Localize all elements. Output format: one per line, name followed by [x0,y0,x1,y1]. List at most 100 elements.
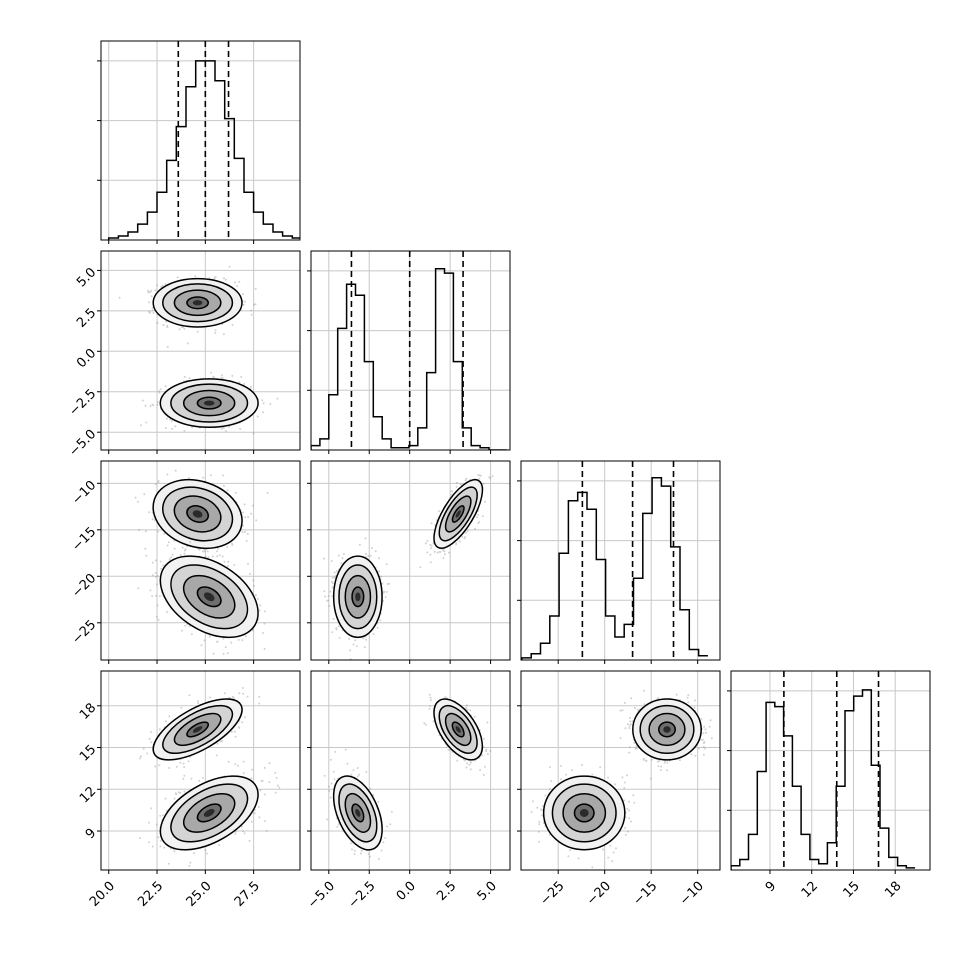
density-level [203,400,215,406]
scatter-panel-3-0 [138,687,281,867]
scatter-panel-1-0 [118,265,279,435]
contour-line [186,721,210,738]
y-tick-label: −5.0 [66,427,99,460]
y-tick-label: 9 [83,826,99,842]
grid-layer [101,41,930,870]
panel-frame [310,250,511,451]
contour-line [344,792,372,833]
scatter-panel-2-0 [134,469,269,660]
contour-line [170,564,249,630]
y-tick-label: 2.5 [74,306,99,331]
contour-line [162,486,234,542]
contour-line [159,378,259,429]
x-tick-label: −2.5 [346,879,379,912]
contour-line [573,803,595,823]
density-level [192,300,203,306]
contour-line [433,478,484,549]
y-tick-label: −2.5 [66,386,99,419]
panel-frame [310,670,511,871]
contour-line [338,783,378,843]
panel-frame [730,670,931,871]
contour-line [152,277,243,328]
x-tick-label: 18 [882,879,904,901]
contour-line [182,574,236,619]
density-level [579,808,589,817]
contour-line [196,586,222,608]
contour-line [173,289,222,317]
histogram-0 [107,60,300,240]
x-tick-label: 25.0 [184,879,215,910]
contour-line [162,704,234,755]
scatter-panel-3-1 [323,693,492,860]
contour-line [344,574,372,619]
y-tick-label: 0.0 [74,346,99,371]
contour-line [562,792,607,833]
contour-line [173,495,222,533]
panel-frame [520,670,721,871]
density-level [663,726,671,733]
x-tick-label: −15 [630,879,660,909]
histogram-1 [311,267,507,450]
contour-line [338,564,378,630]
contour-line [444,712,472,747]
data-layer [107,41,916,870]
x-tick-label: 12 [799,879,821,901]
contour-line [152,479,243,549]
x-tick-label: 9 [763,879,779,895]
y-tick-label: 18 [77,700,99,722]
density-level [192,726,203,733]
x-tick-label: 22.5 [135,879,166,910]
contour-line [186,505,209,523]
contour-line [658,721,676,738]
x-tick-label: −25 [537,879,567,909]
contour-line [639,704,695,754]
contour-line [332,555,383,639]
contour-line [162,283,234,323]
contour-line [438,486,478,542]
contour-line [451,721,465,738]
contour-line [183,792,236,833]
panel-frame [100,670,301,871]
contour-line [196,396,222,410]
panel-frame [310,460,511,661]
x-tick-label: −5.0 [305,879,338,912]
contour-line [351,803,365,823]
contour-line [551,783,617,843]
panel-frame [100,40,301,241]
y-tick-label: −15 [69,525,99,555]
density-level [355,808,361,817]
contour-line [648,712,686,747]
contour-line [332,775,383,851]
y-tick-label: 15 [77,742,99,764]
scatter-panel-3-2 [530,689,713,869]
x-tick-label: 0.0 [394,879,419,904]
contour-line [542,775,626,851]
x-tick-label: 2.5 [434,879,459,904]
contour-line [159,555,259,639]
contour-line [170,783,249,843]
density-level [355,592,361,602]
scatter-panel-2-1 [323,474,494,660]
density-level [192,510,203,518]
x-tick-label: −10 [677,879,707,909]
frame-layer [100,40,931,871]
histogram-2 [521,477,708,660]
density-level [455,726,461,733]
histogram-3 [731,689,916,870]
x-tick-label: 20.0 [87,879,118,910]
density-level [455,510,461,518]
contour-line [351,586,365,608]
x-tick-label: 15 [840,879,862,901]
y-tick-label: 12 [77,784,99,806]
y-tick-label: 5.0 [74,265,99,290]
x-tick-label: 5.0 [475,879,500,904]
contour-line [196,803,222,823]
panel-frame [520,460,721,661]
contour-line [159,775,259,851]
contour-line [182,389,236,417]
density-level [203,592,215,602]
x-tick-label: 27.5 [232,879,263,910]
contour-line [152,698,243,761]
contour-line [433,698,484,761]
